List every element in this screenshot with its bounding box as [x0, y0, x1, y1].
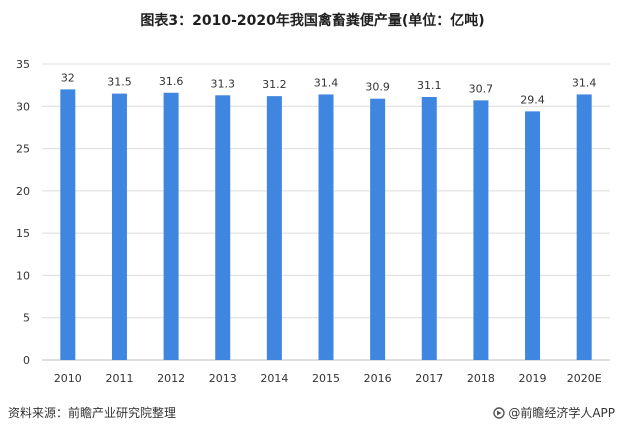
x-tick-label-2014: 2014 [260, 372, 288, 385]
data-label-2011: 31.5 [107, 76, 132, 89]
data-label-2019: 29.4 [520, 93, 545, 106]
data-labels: 32 31.5 31.6 31.3 31.2 31.4 30.9 31.1 30.7 29.4 31… [61, 71, 597, 106]
y-tick-label: 30 [16, 100, 30, 113]
data-label-2015: 31.4 [314, 76, 339, 89]
brand-footer: @前瞻经济学人APP [493, 404, 615, 421]
bar-2011 [111, 93, 127, 360]
y-tick-label: 25 [16, 143, 30, 156]
bar-2014 [266, 96, 282, 360]
brand-text: @前瞻经济学人APP [508, 406, 615, 420]
brand-logo-icon [493, 406, 506, 419]
bar-2015 [318, 94, 334, 361]
x-tick-label-2013: 2013 [209, 372, 237, 385]
x-tick-label-2017: 2017 [415, 372, 443, 385]
bar-2013 [215, 95, 231, 360]
x-tick-label-2020E: 2020E [567, 372, 602, 385]
x-tick-label-2015: 2015 [312, 372, 340, 385]
data-label-2010: 32 [61, 71, 75, 84]
y-tick-label: 15 [16, 227, 30, 240]
bar-2019 [525, 111, 541, 360]
x-axis-ticks: 2010 2011 2012 2013 2014 2015 2016 2017 2018 2019… [54, 372, 602, 385]
x-tick-label-2011: 2011 [105, 372, 133, 385]
data-label-2018: 30.7 [469, 82, 494, 95]
y-tick-label: 0 [23, 354, 30, 367]
x-tick-label-2012: 2012 [157, 372, 185, 385]
bar-2017 [421, 96, 437, 361]
y-tick-label: 20 [16, 185, 30, 198]
y-tick-label: 10 [16, 269, 30, 282]
bar-2016 [370, 98, 386, 360]
bar-2010 [60, 89, 76, 360]
x-tick-label-2010: 2010 [54, 372, 82, 385]
source-note: 资料来源：前瞻产业研究院整理 [8, 406, 177, 420]
data-label-2020E: 31.4 [572, 76, 597, 89]
y-tick-label: 5 [23, 312, 30, 325]
chart-title: 图表3：2010-2020年我国禽畜粪便产量(单位：亿吨) [140, 13, 485, 29]
bar-2020E [576, 94, 592, 361]
data-label-2012: 31.6 [159, 75, 184, 88]
data-label-2017: 31.1 [417, 79, 442, 92]
y-axis-ticks: 0 5 10 15 20 25 30 35 [16, 58, 30, 367]
y-tick-label: 35 [16, 58, 30, 71]
data-label-2014: 31.2 [262, 78, 287, 91]
bars [60, 89, 592, 361]
x-tick-label-2018: 2018 [467, 372, 495, 385]
data-label-2016: 30.9 [365, 81, 390, 94]
bar-2018 [473, 100, 489, 360]
x-tick-label-2016: 2016 [364, 372, 392, 385]
data-label-2013: 31.3 [210, 77, 235, 90]
bar-2012 [163, 92, 179, 361]
x-tick-label-2019: 2019 [519, 372, 547, 385]
